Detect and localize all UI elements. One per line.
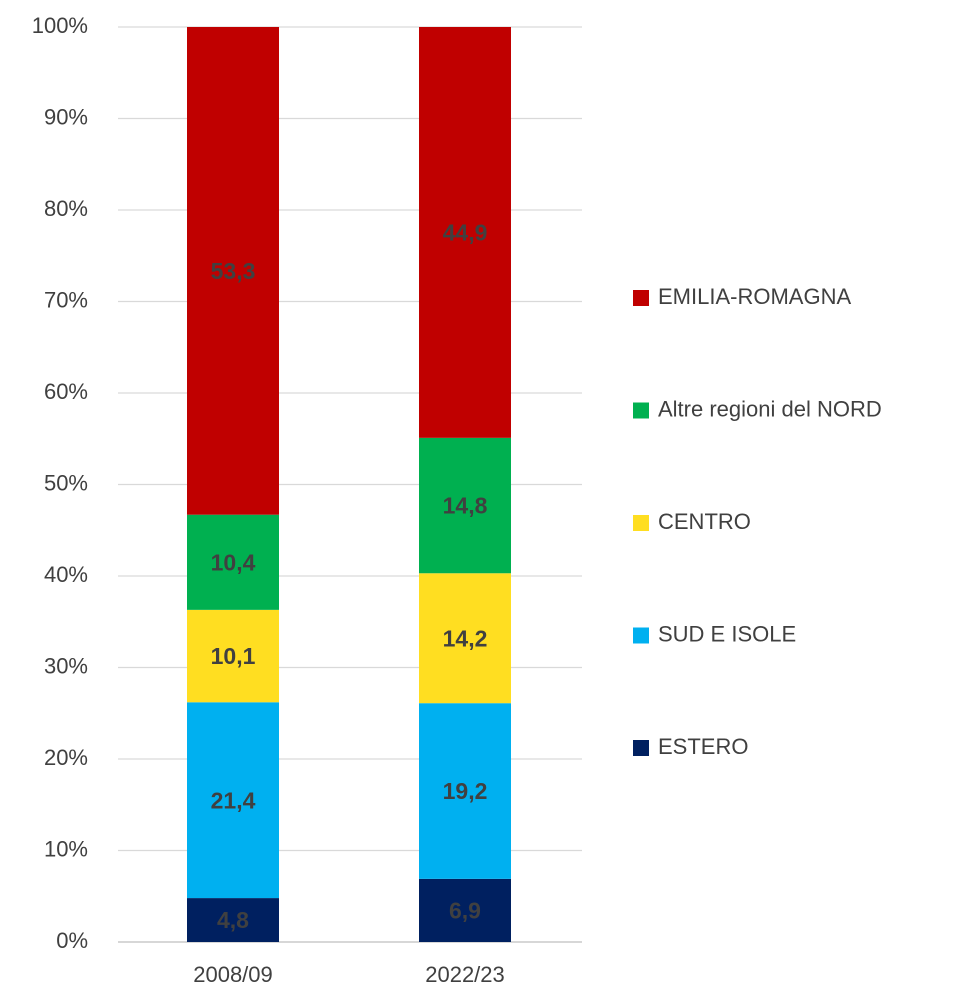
data-label: 10,4 <box>211 549 256 575</box>
y-tick-label: 70% <box>44 287 88 312</box>
y-tick-label: 100% <box>32 13 88 38</box>
y-tick-label: 60% <box>44 379 88 404</box>
legend-label: Altre regioni del NORD <box>658 396 882 421</box>
x-tick-label: 2008/09 <box>193 962 273 987</box>
data-label: 14,2 <box>443 625 488 651</box>
data-label: 4,8 <box>217 907 249 933</box>
x-tick-label: 2022/23 <box>425 962 505 987</box>
y-tick-label: 10% <box>44 836 88 861</box>
y-tick-label: 40% <box>44 562 88 587</box>
y-tick-label: 90% <box>44 104 88 129</box>
bar-segment <box>187 514 279 610</box>
y-tick-label: 30% <box>44 653 88 678</box>
y-tick-label: 50% <box>44 470 88 495</box>
y-tick-label: 20% <box>44 745 88 770</box>
bar-segment <box>419 437 511 574</box>
bar-segment <box>419 878 511 942</box>
data-label: 44,9 <box>443 219 488 245</box>
bar-segment <box>187 609 279 703</box>
legend-label: CENTRO <box>658 509 751 534</box>
legend-label: SUD E ISOLE <box>658 621 796 646</box>
data-label: 14,8 <box>443 493 488 519</box>
legend-swatch <box>633 402 649 419</box>
legend-swatch <box>633 290 649 306</box>
bar-segment <box>419 573 511 704</box>
data-label: 6,9 <box>449 898 481 924</box>
legend-swatch <box>633 515 649 531</box>
y-tick-label: 80% <box>44 196 88 221</box>
bar-segment <box>187 898 279 942</box>
legend-label: EMILIA-ROMAGNA <box>658 284 851 309</box>
data-label: 10,1 <box>211 643 256 669</box>
data-label: 19,2 <box>443 778 488 804</box>
bar-segment <box>187 702 279 899</box>
bar-segment <box>187 27 279 515</box>
bar-segment <box>419 27 511 438</box>
data-label: 21,4 <box>211 787 256 813</box>
bar-segment <box>419 703 511 879</box>
legend-swatch <box>633 627 649 644</box>
legend-swatch <box>633 740 649 756</box>
data-label: 53,3 <box>211 258 256 284</box>
legend-label: ESTERO <box>658 734 748 759</box>
y-tick-label: 0% <box>56 928 88 953</box>
